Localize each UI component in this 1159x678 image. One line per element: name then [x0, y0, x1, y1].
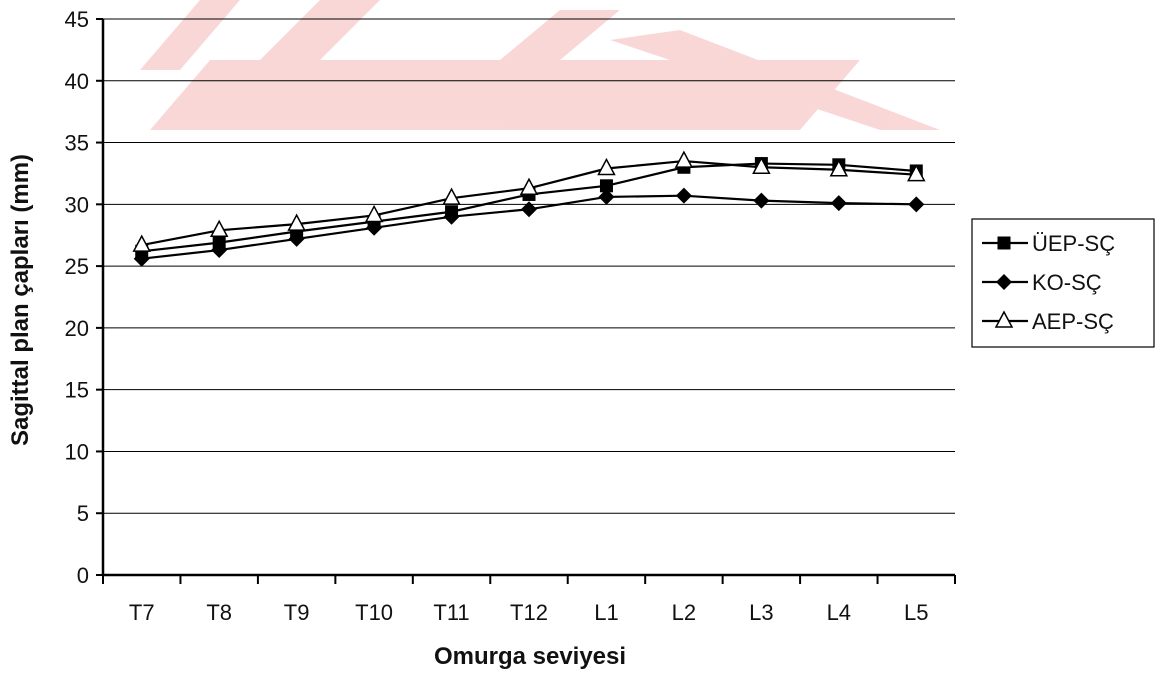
legend-entry: KO-SÇ [982, 270, 1102, 295]
y-axis-title: Sagittal plan çapları (mm) [7, 154, 34, 446]
data-point [752, 156, 771, 175]
gridlines [103, 18, 955, 514]
legend-label: KO-SÇ [1032, 270, 1102, 295]
legend-label: AEP-SÇ [1032, 309, 1114, 334]
legend-entry: ÜEP-SÇ [982, 231, 1115, 256]
x-tick-label: L3 [749, 600, 773, 625]
y-tick-label: 45 [65, 7, 89, 32]
data-point [597, 157, 616, 176]
data-point [829, 159, 849, 177]
data-point [209, 219, 229, 238]
y-tick-label: 35 [65, 131, 89, 156]
series-group [132, 150, 926, 267]
data-point [443, 208, 460, 225]
x-tick-label: L1 [594, 600, 618, 625]
data-point [364, 204, 384, 223]
y-tick-label: 5 [77, 501, 89, 526]
x-tick-label: T8 [206, 600, 232, 625]
series-2 [133, 187, 925, 267]
x-tick-label: L5 [904, 600, 928, 625]
y-tick-label: 10 [65, 439, 89, 464]
legend-entry: AEP-SÇ [982, 309, 1114, 334]
x-tick-label: T10 [355, 600, 393, 625]
data-point [599, 179, 613, 193]
y-tick-label: 15 [65, 378, 89, 403]
data-point [753, 192, 770, 209]
data-point [287, 213, 306, 231]
y-tick-label: 40 [65, 69, 89, 94]
data-point [133, 250, 150, 267]
legend-label: ÜEP-SÇ [1032, 231, 1115, 256]
data-point [132, 234, 151, 252]
data-point [908, 196, 925, 213]
data-point [288, 230, 305, 247]
x-tick-label: T11 [433, 600, 469, 625]
axes [96, 18, 956, 584]
x-tick-label: T7 [129, 600, 155, 625]
y-tick-label: 0 [77, 563, 89, 588]
series-3 [132, 150, 926, 252]
data-point [674, 150, 694, 168]
data-point [830, 195, 847, 212]
x-tick-label: T12 [510, 600, 548, 625]
legend-marker [997, 236, 1011, 250]
data-point [442, 187, 461, 205]
x-tick-label: L4 [827, 600, 851, 625]
legend: ÜEP-SÇ KO-SÇ AEP-SÇ [971, 218, 1155, 348]
data-point [519, 177, 539, 196]
y-tick-label: 20 [65, 316, 89, 341]
legend-marker [994, 310, 1014, 328]
data-point [907, 164, 926, 182]
y-tick-label: 25 [65, 254, 89, 279]
data-point [598, 188, 615, 205]
y-tick-label: 30 [65, 192, 89, 217]
x-tick-label: L2 [672, 600, 696, 625]
data-point [675, 187, 692, 204]
data-point [366, 219, 383, 236]
data-point [521, 201, 537, 218]
legend-marker [996, 274, 1012, 290]
data-point [211, 242, 228, 259]
x-axis-title: Omurga seviyesi [434, 643, 626, 670]
tick-labels: 0 5 10 15 20 25 30 35 40 45 T7 T8 T9 T10 T11 T12 L1 L2 L3 L… [65, 7, 929, 625]
x-tick-label: T9 [284, 600, 310, 625]
